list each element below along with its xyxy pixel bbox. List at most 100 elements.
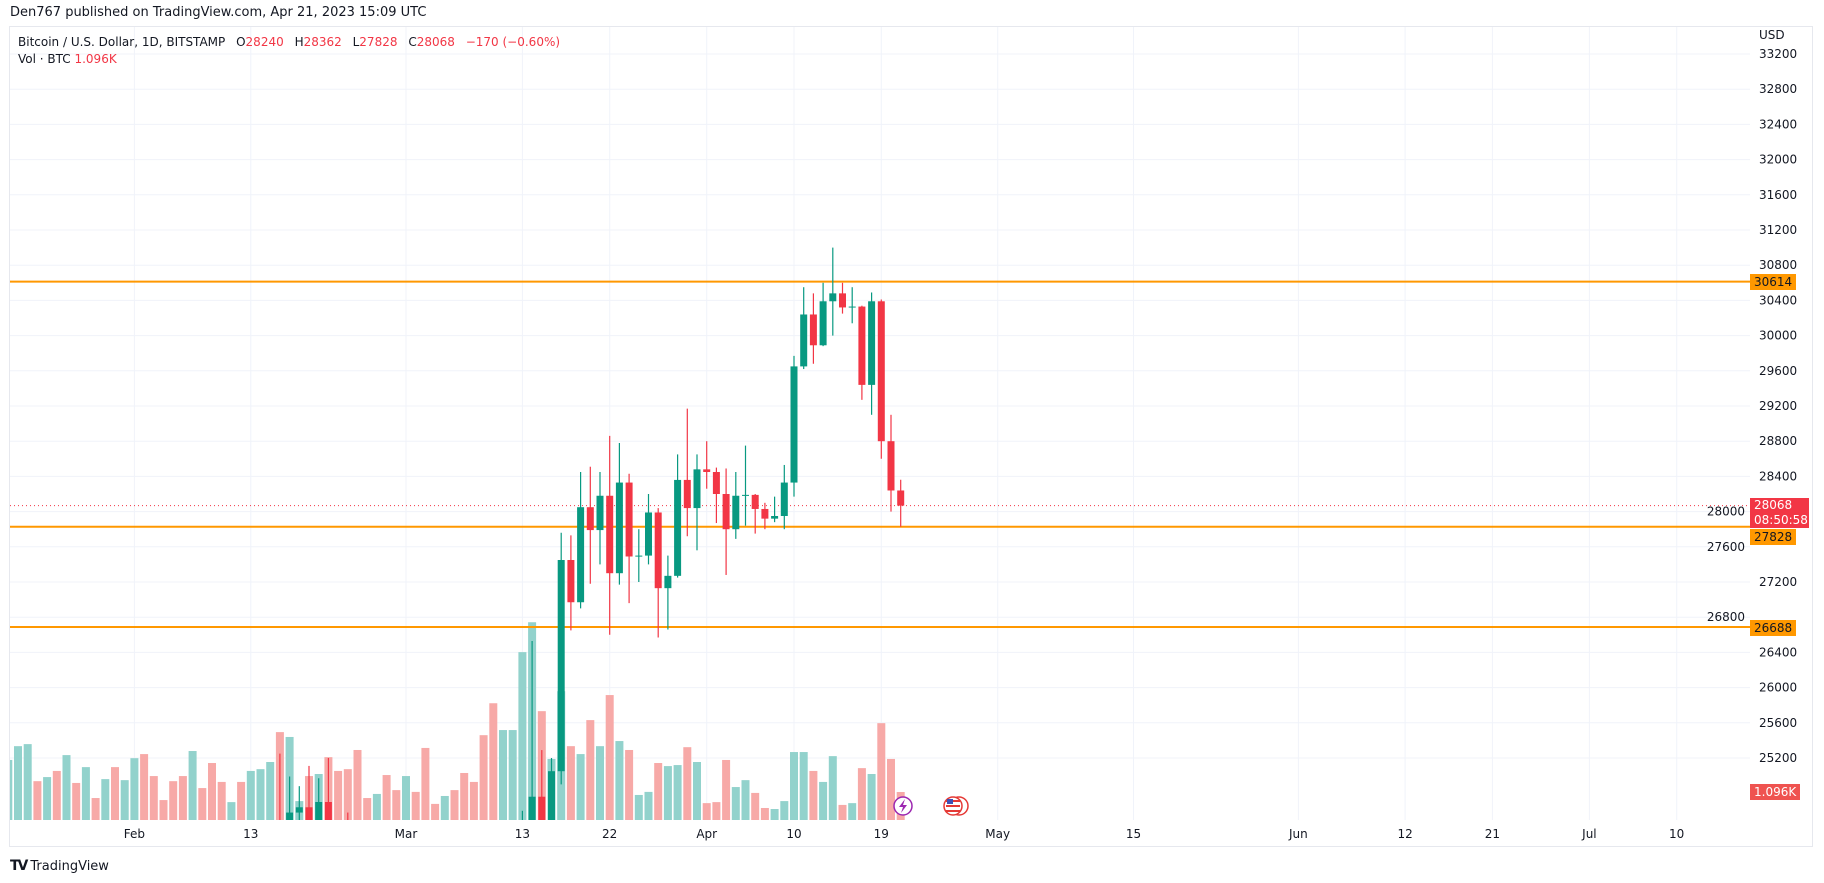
price-tick-label: 29600 <box>1759 364 1797 378</box>
volume-bar <box>208 763 216 820</box>
volume-bar <box>266 762 275 820</box>
volume-bar <box>450 790 459 820</box>
low-label: L <box>352 35 360 49</box>
candle-body <box>790 366 798 483</box>
candle-body <box>286 812 294 820</box>
time-tick-label: Jul <box>1581 827 1596 841</box>
candle-body <box>567 560 575 603</box>
candle-body <box>703 469 711 472</box>
volume-label[interactable]: Vol · BTC <box>18 52 71 66</box>
volume-bar <box>799 752 808 820</box>
candle-body <box>324 802 332 820</box>
time-tick-label: 15 <box>1126 827 1141 841</box>
candle-body <box>577 507 585 603</box>
candle-body <box>897 490 905 506</box>
tradingview-logo[interactable]: TV TradingView <box>10 858 109 874</box>
candle-body <box>712 472 720 494</box>
candle-body <box>819 301 827 346</box>
price-tick-label: 32000 <box>1759 153 1797 167</box>
price-tick-label: 30800 <box>1759 258 1797 272</box>
candle-body <box>761 508 769 519</box>
candle-body <box>615 482 623 574</box>
volume-bar <box>101 779 110 820</box>
volume-bar <box>460 772 469 820</box>
volume-bar <box>23 744 32 820</box>
volume-bar <box>159 800 168 820</box>
volume-bar <box>722 759 731 820</box>
candle-body <box>548 771 555 820</box>
volume-bar <box>382 775 391 820</box>
volume-bar <box>780 801 789 820</box>
volume-bar <box>790 752 798 820</box>
low-value: 27828 <box>359 35 398 49</box>
candle-body <box>839 293 846 308</box>
volume-bar <box>828 756 837 820</box>
price-tick-label: 29200 <box>1759 399 1797 413</box>
time-tick-label: 13 <box>515 827 530 841</box>
volume-bar <box>52 770 61 820</box>
volume-bar <box>508 730 517 820</box>
volume-bar <box>625 749 634 820</box>
volume-bar <box>343 769 352 820</box>
candle-body <box>538 796 546 820</box>
time-tick-label: Apr <box>696 827 717 841</box>
time-axis[interactable]: Feb 13 Mar 13 22 Apr 10 19 May 15 Jun 12 21 Jul 10 <box>124 827 1685 841</box>
volume-bar <box>576 754 585 820</box>
time-tick-label: 22 <box>602 827 617 841</box>
volume-bar <box>683 747 692 820</box>
candle-body <box>829 293 837 302</box>
volume-bar <box>217 781 226 820</box>
candle-body <box>693 469 701 509</box>
price-axis[interactable]: 33200 32800 32400 32000 31600 31200 30800 30400… <box>1707 47 1797 765</box>
volume-bar <box>663 766 672 820</box>
volume-bar <box>334 770 343 820</box>
candle-body <box>654 512 662 589</box>
price-tick-label: 28000 <box>1707 505 1745 519</box>
volume-bar <box>702 803 711 820</box>
us-flag-economic-event-icon[interactable] <box>943 796 969 816</box>
volume-bar <box>479 735 488 820</box>
price-tick-label: 26800 <box>1707 610 1745 624</box>
time-tick-label: 13 <box>243 827 258 841</box>
candle-body <box>887 441 895 491</box>
candle-body <box>586 507 594 531</box>
candle-body <box>596 495 604 531</box>
price-tick-label: 25600 <box>1759 716 1797 730</box>
volume-bar <box>43 777 52 820</box>
volume-bar <box>411 791 420 820</box>
currency-label[interactable]: USD <box>1759 28 1785 42</box>
volume-bar <box>91 798 100 820</box>
volume-bar <box>566 746 575 820</box>
candle-body <box>557 560 565 772</box>
price-tick-label: 31200 <box>1759 223 1797 237</box>
volume-bar <box>227 802 236 820</box>
volume-value: 1.096K <box>74 52 117 66</box>
volume-bar <box>353 749 362 820</box>
price-tick-label: 27600 <box>1707 540 1745 554</box>
volume-bar <box>751 792 760 820</box>
price-tick-label: 30000 <box>1759 329 1797 343</box>
volume-bar <box>469 781 478 820</box>
horizontal-levels[interactable] <box>10 280 1750 629</box>
candle-body <box>858 306 866 385</box>
candle-body <box>742 494 749 496</box>
volume-bar <box>586 720 595 820</box>
price-tick-label: 26400 <box>1759 645 1797 659</box>
time-tick-label: Feb <box>124 827 145 841</box>
volume-bar <box>169 781 178 820</box>
volume-bar <box>712 802 721 820</box>
lightning-event-icon[interactable] <box>893 796 913 816</box>
price-tick-label: 32400 <box>1759 117 1797 131</box>
volume-bar <box>256 769 265 820</box>
volume-bar <box>693 762 701 820</box>
symbol-title[interactable]: Bitcoin / U.S. Dollar, 1D, BITSTAMP <box>18 35 226 49</box>
candle-body <box>625 482 633 557</box>
time-tick-label: Mar <box>395 827 418 841</box>
volume-bar <box>838 804 847 820</box>
chart-frame <box>9 26 1813 847</box>
change-value: −170 (−0.60%) <box>465 35 561 49</box>
candle-body <box>848 306 856 308</box>
publish-info: Den767 published on TradingView.com, Apr… <box>10 5 427 20</box>
candle-body <box>800 314 808 367</box>
